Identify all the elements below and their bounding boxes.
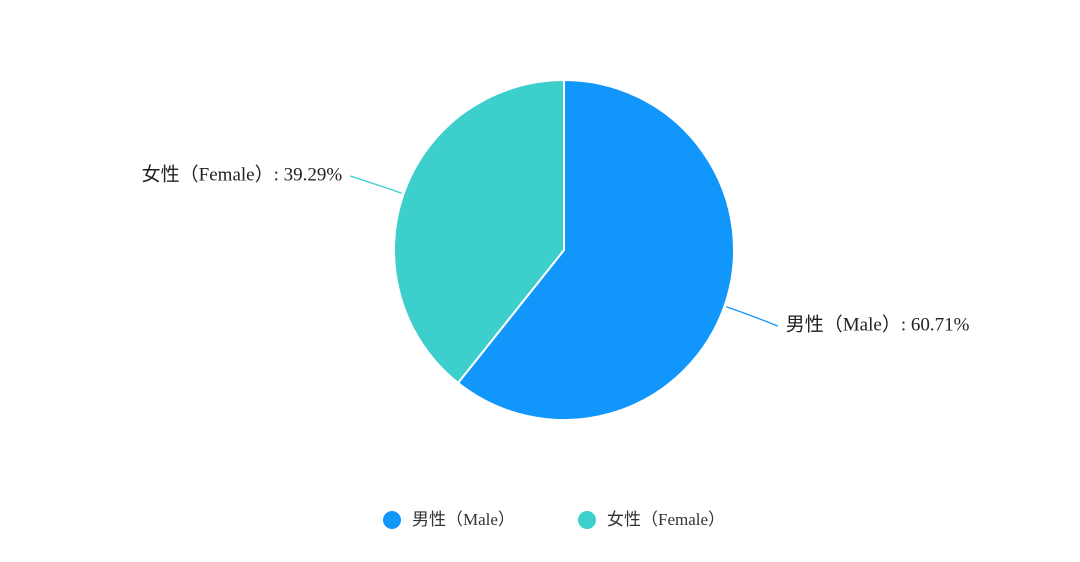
leader-line <box>350 175 402 194</box>
legend-marker[interactable] <box>383 511 401 529</box>
pie-slice <box>393 78 565 385</box>
legend-label[interactable]: 女性（Female） <box>607 510 725 529</box>
pie-slice <box>456 78 735 421</box>
data-label: 女性（Female）: 39.29% <box>142 163 343 185</box>
legend-label[interactable]: 男性（Male） <box>412 510 515 529</box>
data-label: 男性（Male）: 60.71% <box>786 313 970 335</box>
leader-line <box>726 306 779 327</box>
legend-marker[interactable] <box>578 511 596 529</box>
